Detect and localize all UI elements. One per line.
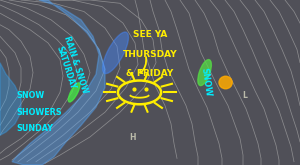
Text: SNOW: SNOW <box>199 67 212 98</box>
Polygon shape <box>0 63 21 135</box>
Text: & FRIDAY: & FRIDAY <box>126 69 174 78</box>
Ellipse shape <box>103 32 128 74</box>
Text: THURSDAY: THURSDAY <box>123 50 177 59</box>
Ellipse shape <box>68 83 80 102</box>
Polygon shape <box>12 0 105 165</box>
Text: SUNDAY: SUNDAY <box>16 124 53 133</box>
Ellipse shape <box>198 60 212 86</box>
Ellipse shape <box>219 76 232 89</box>
Text: H: H <box>129 133 135 142</box>
Text: RAIN & SNOW
SATURDAY: RAIN & SNOW SATURDAY <box>52 35 89 97</box>
Text: SEE YA: SEE YA <box>133 30 167 39</box>
Text: SNOW: SNOW <box>16 91 45 100</box>
Text: L: L <box>242 91 247 100</box>
Text: SHOWERS: SHOWERS <box>16 108 62 117</box>
